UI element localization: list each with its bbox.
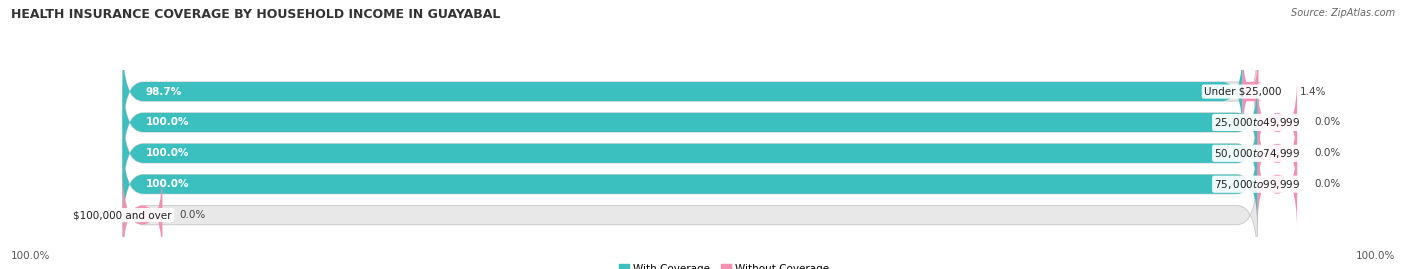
Text: 100.0%: 100.0% [11,251,51,261]
Text: 0.0%: 0.0% [1315,179,1340,189]
Text: 0.0%: 0.0% [86,210,111,220]
Text: $50,000 to $74,999: $50,000 to $74,999 [1215,147,1301,160]
Text: 100.0%: 100.0% [1355,251,1395,261]
Legend: With Coverage, Without Coverage: With Coverage, Without Coverage [614,260,834,269]
Text: 100.0%: 100.0% [145,148,188,158]
Text: 0.0%: 0.0% [1315,148,1340,158]
FancyBboxPatch shape [122,45,1257,137]
Text: $100,000 and over: $100,000 and over [73,210,172,220]
Text: $25,000 to $49,999: $25,000 to $49,999 [1215,116,1301,129]
FancyBboxPatch shape [122,107,1257,199]
FancyBboxPatch shape [1257,138,1298,230]
FancyBboxPatch shape [122,45,1243,137]
Text: 98.7%: 98.7% [145,87,181,97]
FancyBboxPatch shape [122,138,1257,230]
Text: 100.0%: 100.0% [145,179,188,189]
FancyBboxPatch shape [1239,45,1263,137]
FancyBboxPatch shape [1257,107,1298,199]
FancyBboxPatch shape [122,76,1257,168]
FancyBboxPatch shape [122,138,1257,230]
Text: 0.0%: 0.0% [180,210,205,220]
Text: Source: ZipAtlas.com: Source: ZipAtlas.com [1291,8,1395,18]
Text: 0.0%: 0.0% [1315,118,1340,128]
Text: 1.4%: 1.4% [1299,87,1326,97]
FancyBboxPatch shape [122,76,1257,168]
Text: $75,000 to $99,999: $75,000 to $99,999 [1215,178,1301,191]
Text: HEALTH INSURANCE COVERAGE BY HOUSEHOLD INCOME IN GUAYABAL: HEALTH INSURANCE COVERAGE BY HOUSEHOLD I… [11,8,501,21]
FancyBboxPatch shape [122,107,1257,199]
Text: 100.0%: 100.0% [145,118,188,128]
Text: Under $25,000: Under $25,000 [1204,87,1281,97]
FancyBboxPatch shape [122,169,163,261]
FancyBboxPatch shape [122,169,1257,261]
FancyBboxPatch shape [1257,76,1298,168]
